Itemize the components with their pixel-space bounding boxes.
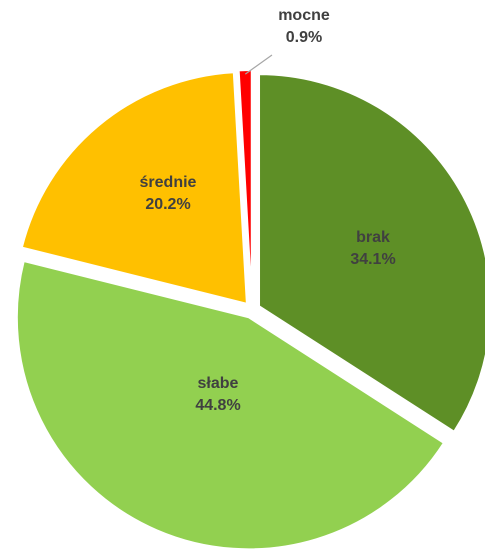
slice-label-mocne: mocne	[278, 7, 330, 24]
pie-slice-brak	[258, 73, 485, 434]
pie-slice-średnie	[20, 71, 248, 306]
slice-value-mocne: 0.9%	[286, 29, 322, 46]
slice-value-brak: 34.1%	[350, 251, 395, 268]
pie-slice-słabe	[15, 259, 446, 551]
slice-label-słabe: słabe	[198, 375, 239, 392]
slice-label-średnie: średnie	[140, 174, 197, 191]
leader-line-mocne	[244, 54, 273, 75]
slice-value-średnie: 20.2%	[145, 196, 190, 213]
slice-value-słabe: 44.8%	[195, 397, 240, 414]
slice-label-brak: brak	[356, 229, 390, 246]
